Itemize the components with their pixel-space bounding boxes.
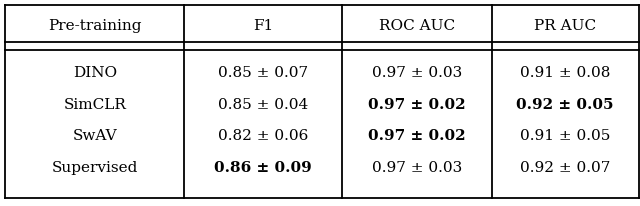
Text: DINO: DINO	[73, 66, 116, 80]
Text: Pre-training: Pre-training	[48, 19, 141, 33]
Text: 0.91 ± 0.08: 0.91 ± 0.08	[520, 66, 611, 80]
Text: 0.85 ± 0.07: 0.85 ± 0.07	[218, 66, 308, 80]
Text: 0.85 ± 0.04: 0.85 ± 0.04	[218, 98, 308, 112]
Text: SwAV: SwAV	[72, 129, 117, 143]
Text: 0.97 ± 0.03: 0.97 ± 0.03	[372, 161, 462, 175]
Text: 0.92 ± 0.05: 0.92 ± 0.05	[516, 98, 614, 112]
Text: 0.92 ± 0.07: 0.92 ± 0.07	[520, 161, 611, 175]
Text: 0.91 ± 0.05: 0.91 ± 0.05	[520, 129, 611, 143]
Text: PR AUC: PR AUC	[534, 19, 596, 33]
Text: 0.97 ± 0.02: 0.97 ± 0.02	[368, 98, 466, 112]
Text: ROC AUC: ROC AUC	[379, 19, 455, 33]
Text: Supervised: Supervised	[52, 161, 138, 175]
Text: 0.97 ± 0.02: 0.97 ± 0.02	[368, 129, 466, 143]
Text: 0.82 ± 0.06: 0.82 ± 0.06	[218, 129, 308, 143]
Text: SimCLR: SimCLR	[63, 98, 126, 112]
Text: 0.97 ± 0.03: 0.97 ± 0.03	[372, 66, 462, 80]
Text: 0.86 ± 0.09: 0.86 ± 0.09	[214, 161, 312, 175]
Text: F1: F1	[253, 19, 273, 33]
